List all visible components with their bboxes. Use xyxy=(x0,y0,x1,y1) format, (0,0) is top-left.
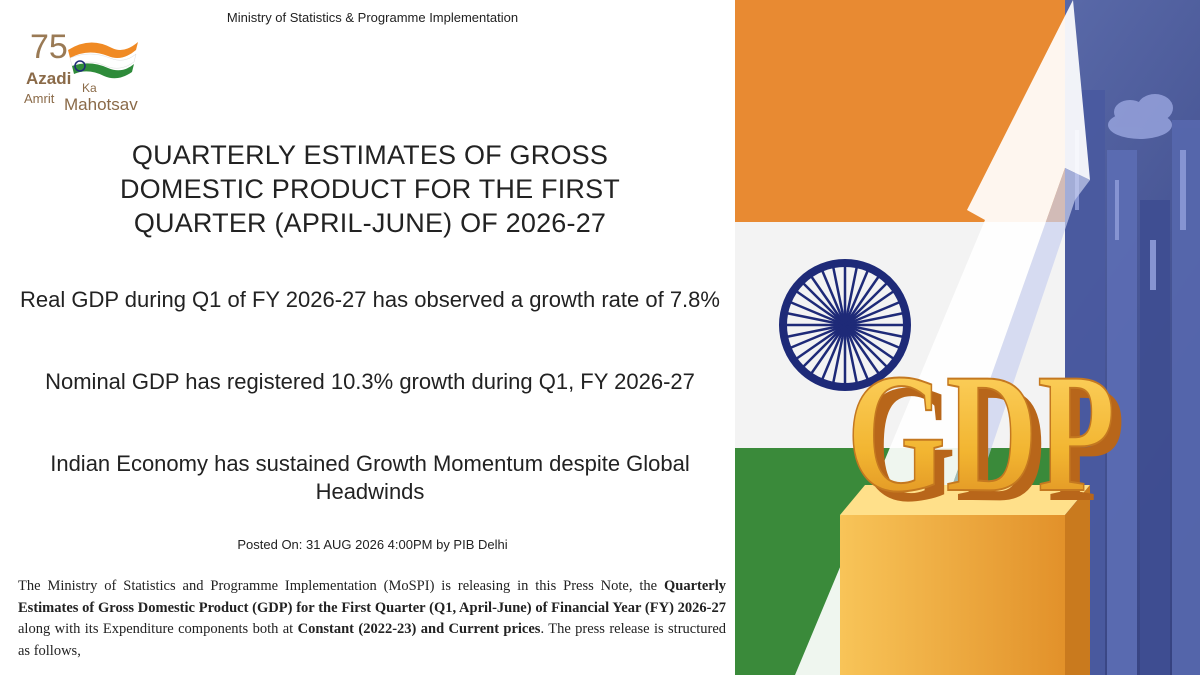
logo-amrit: Amrit xyxy=(24,91,55,106)
gdp-illustration-art: GDP GDP xyxy=(735,0,1200,675)
gdp-label-shadow: GDP xyxy=(857,349,1125,537)
logo-azadi: Azadi xyxy=(26,69,71,88)
ministry-header: Ministry of Statistics & Programme Imple… xyxy=(226,10,519,25)
body-text-2: along with its Expenditure components bo… xyxy=(18,621,298,637)
clouds xyxy=(1108,94,1173,139)
gdp-illustration: GDP GDP xyxy=(735,0,1200,675)
logo-number: 75 xyxy=(30,28,68,66)
body-paragraph: The Ministry of Statistics and Programme… xyxy=(18,576,726,662)
press-release-panel: Ministry of Statistics & Programme Imple… xyxy=(18,10,727,662)
gold-pedestal xyxy=(840,485,1090,675)
highlight-real-gdp: Real GDP during Q1 of FY 2026-27 has obs… xyxy=(20,287,720,312)
page-title: QUARTERLY ESTIMATES OF GROSS DOMESTIC PR… xyxy=(119,140,620,238)
logo-mahotsav: Mahotsav xyxy=(64,95,138,114)
body-bold-1: Quarterly Estimates of Gross Domestic Pr… xyxy=(18,578,726,616)
ashoka-chakra-icon xyxy=(779,259,911,391)
body-bold-2: Constant (2022-23) and Current prices xyxy=(297,621,541,637)
logo-ka: Ka xyxy=(82,81,97,95)
body-text-3: . The press release is structured as fol… xyxy=(18,621,727,659)
highlight-nominal-gdp: Nominal GDP has registered 10.3% growth … xyxy=(45,369,695,394)
gdp-label: GDP xyxy=(847,339,1115,527)
highlight-growth-momentum: Indian Economy has sustained Growth Mome… xyxy=(50,451,690,504)
azadi-ka-amrit-mahotsav-logo: 75 Azadi Ka Amrit Mahotsav xyxy=(24,28,138,114)
posted-date: Posted On: 31 AUG 2026 4:00PM by PIB Del… xyxy=(237,537,508,552)
body-text-1: The Ministry of Statistics and Programme… xyxy=(18,578,664,594)
